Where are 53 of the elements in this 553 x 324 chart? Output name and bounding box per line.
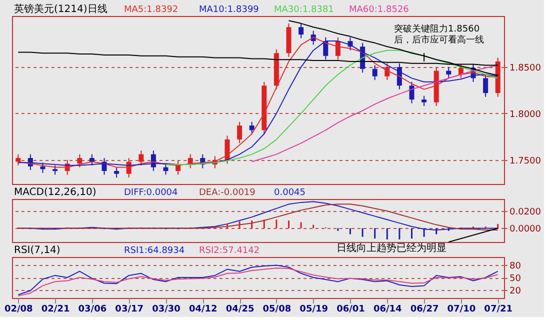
x-tick-label: 06/27 <box>410 304 439 314</box>
candlestick <box>224 135 230 164</box>
text: MA10:1.8399 <box>199 5 260 15</box>
x-tick-label: 05/19 <box>300 304 328 314</box>
text: RSI(7,14) <box>14 245 60 256</box>
x-tick-label: 05/08 <box>262 304 292 314</box>
candlestick <box>458 64 464 79</box>
candlestick <box>409 81 414 104</box>
candlestick <box>237 121 242 144</box>
candlestick <box>163 163 168 176</box>
y-tick-label: 1.7500 <box>510 156 542 166</box>
y-tick-label: 1.8500 <box>510 64 542 74</box>
y-tick-label: 1.8000 <box>510 110 542 120</box>
y-tick-label: 50 <box>510 274 522 284</box>
text: 英镑美元(1214)日线 <box>14 3 108 15</box>
candlestick <box>52 164 58 176</box>
candlestick <box>483 74 488 98</box>
y-tick-label: 80 <box>510 262 522 272</box>
x-tick-label: 03/30 <box>152 304 180 314</box>
text: MA60:1.8526 <box>349 5 410 15</box>
x-tick-label: 07/21 <box>484 304 513 314</box>
text: MACD(12,26,10) <box>14 187 96 198</box>
candlestick <box>16 154 21 166</box>
annotation: 日线向上趋势已经为明显 <box>336 242 447 254</box>
y-tick-label: 20 <box>510 286 522 296</box>
x-tick-label: 04/25 <box>226 304 254 314</box>
x-tick-label: 07/10 <box>447 304 476 314</box>
x-tick-label: 04/12 <box>188 304 218 314</box>
candlestick <box>422 95 427 107</box>
x-tick-label: 02/08 <box>4 304 33 314</box>
series-label: RSI2:57.4142 <box>199 246 260 256</box>
y-tick-label: 0.0200 <box>510 208 542 218</box>
text: MA30:1.8381 <box>274 5 334 15</box>
x-tick-label: 06/01 <box>336 304 365 314</box>
candlestick <box>114 166 120 178</box>
candlestick <box>89 154 94 166</box>
x-tick-label: 03/06 <box>78 304 107 314</box>
x-tick-label: 02/21 <box>41 304 70 314</box>
candlestick <box>446 66 452 79</box>
text: DEA:-0.0019 <box>199 188 256 198</box>
annotation: 突破关键阻力1.8560 后，后市应可看高一线 <box>394 24 484 46</box>
text: MA5:1.8392 <box>124 5 178 15</box>
candlestick <box>138 150 144 166</box>
candlestick <box>249 121 254 134</box>
candlestick <box>77 154 82 168</box>
candlestick <box>298 22 304 39</box>
x-tick-label: 03/17 <box>115 304 144 314</box>
candlestick <box>372 64 378 81</box>
text: 0.0045 <box>274 188 306 198</box>
y-tick-label: 0.0000 <box>510 224 542 235</box>
x-tick-label: 06/14 <box>373 304 402 314</box>
text: DIFF:0.0004 <box>124 188 178 198</box>
text: RSI1:64.8934 <box>124 246 185 256</box>
